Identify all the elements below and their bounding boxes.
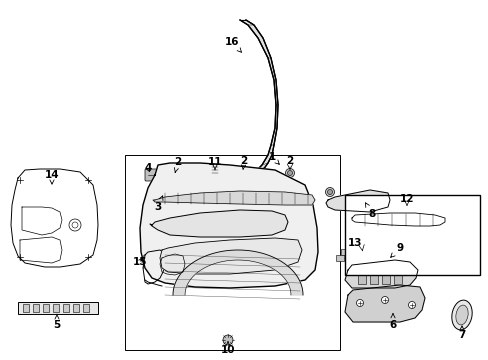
Circle shape — [223, 335, 232, 345]
Text: 12: 12 — [399, 194, 413, 204]
Bar — [210, 164, 219, 176]
Polygon shape — [160, 238, 302, 274]
Text: 2: 2 — [286, 156, 293, 166]
Text: 3: 3 — [154, 196, 163, 212]
Bar — [53, 304, 59, 312]
Circle shape — [285, 168, 294, 177]
Text: 1: 1 — [268, 152, 279, 165]
Bar — [340, 249, 348, 255]
Bar — [23, 304, 29, 312]
FancyBboxPatch shape — [145, 169, 157, 181]
Polygon shape — [150, 210, 287, 237]
Circle shape — [170, 168, 179, 177]
Circle shape — [172, 171, 177, 176]
Circle shape — [381, 297, 387, 303]
Text: 11: 11 — [207, 157, 222, 170]
Bar — [369, 266, 377, 284]
Text: 7: 7 — [457, 326, 465, 340]
Bar — [125, 155, 339, 350]
Circle shape — [356, 300, 363, 306]
Bar — [148, 228, 154, 234]
Bar — [335, 255, 343, 261]
Circle shape — [327, 189, 332, 194]
Circle shape — [407, 302, 415, 309]
Text: 15: 15 — [132, 257, 147, 267]
Circle shape — [325, 188, 334, 197]
Bar — [381, 266, 389, 284]
Polygon shape — [345, 260, 417, 288]
Bar — [365, 249, 371, 259]
Bar — [393, 266, 401, 284]
Text: 16: 16 — [224, 37, 241, 52]
Text: 4: 4 — [144, 163, 151, 173]
Text: 10: 10 — [220, 342, 235, 355]
Circle shape — [238, 166, 247, 175]
Bar — [361, 247, 383, 261]
Bar — [83, 304, 89, 312]
Text: 9: 9 — [390, 243, 403, 257]
Text: 2: 2 — [174, 157, 181, 172]
Circle shape — [158, 190, 168, 200]
Bar — [33, 304, 39, 312]
Bar — [357, 266, 365, 284]
Text: 2: 2 — [240, 156, 247, 169]
Ellipse shape — [455, 305, 467, 325]
Bar — [345, 195, 479, 275]
Polygon shape — [351, 213, 444, 226]
Bar — [73, 304, 79, 312]
Circle shape — [287, 171, 292, 176]
Text: 13: 13 — [347, 238, 361, 248]
Polygon shape — [345, 285, 424, 322]
Circle shape — [72, 222, 78, 228]
Bar — [43, 304, 49, 312]
Circle shape — [262, 172, 265, 176]
Polygon shape — [153, 191, 314, 205]
Bar — [353, 247, 361, 253]
Bar — [373, 249, 379, 259]
Circle shape — [160, 193, 165, 198]
Text: 14: 14 — [44, 170, 59, 184]
Bar — [63, 304, 69, 312]
Polygon shape — [240, 20, 278, 172]
Text: 8: 8 — [365, 203, 375, 219]
Polygon shape — [173, 250, 303, 295]
Bar — [18, 302, 98, 314]
Polygon shape — [325, 190, 389, 212]
Circle shape — [240, 167, 245, 172]
Ellipse shape — [451, 300, 471, 330]
Text: 6: 6 — [388, 314, 396, 330]
Circle shape — [69, 219, 81, 231]
Polygon shape — [140, 163, 317, 288]
Text: 5: 5 — [53, 314, 61, 330]
